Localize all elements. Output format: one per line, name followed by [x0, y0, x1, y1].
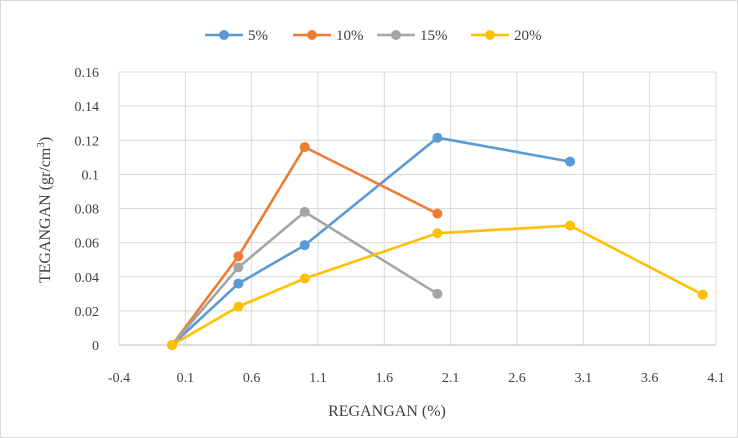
data-point	[233, 251, 244, 262]
data-point	[432, 208, 443, 219]
x-tick-label: 0.1	[177, 371, 195, 386]
x-tick-label: -0.4	[108, 371, 130, 386]
legend-marker	[485, 30, 495, 40]
y-tick-label: 0.14	[75, 100, 100, 115]
x-tick-labels: -0.4 0.1 0.6 1.1 1.6 2.1 2.6 3.1 3.6 4.1	[108, 371, 725, 386]
legend-marker	[307, 30, 317, 40]
x-tick-label: 4.1	[707, 371, 725, 386]
data-point	[233, 301, 244, 312]
legend-label: 20%	[514, 28, 542, 44]
data-point	[299, 142, 310, 153]
y-tick-labels: 0 0.02 0.04 0.06 0.08 0.1 0.12 0.14 0.16	[75, 66, 100, 354]
data-point	[565, 220, 576, 231]
data-point	[299, 273, 310, 284]
legend-entry: 20%	[471, 28, 542, 44]
legend-label: 15%	[420, 28, 448, 44]
series-line	[171, 210, 439, 346]
y-axis-title-main: TEGANGAN (gr/cm	[37, 147, 54, 283]
series-line	[171, 136, 571, 346]
y-tick-label: 0.16	[75, 66, 100, 81]
y-axis-title: TEGANGAN (gr/cm3)	[35, 137, 54, 283]
gridlines	[118, 71, 717, 346]
series-line	[171, 145, 438, 346]
x-tick-label: 3.6	[641, 371, 659, 386]
legend-label: 10%	[336, 28, 364, 44]
y-tick-label: 0	[92, 339, 99, 354]
y-axis-title-close: )	[37, 137, 54, 142]
series-3	[167, 206, 443, 350]
x-tick-label: 3.1	[575, 371, 593, 386]
legend-entry: 15%	[377, 28, 448, 44]
data-point	[299, 240, 310, 251]
series-4	[167, 220, 708, 350]
y-tick-label: 0.04	[75, 271, 100, 286]
y-tick-label: 0.12	[75, 134, 100, 149]
legend-label: 5%	[248, 28, 268, 44]
x-tick-label: 0.6	[243, 371, 261, 386]
y-tick-label: 0.1	[82, 168, 100, 183]
series	[167, 132, 708, 350]
data-point	[432, 228, 443, 239]
x-tick-label: 2.6	[508, 371, 526, 386]
data-point	[565, 156, 576, 167]
legend-entry: 10%	[293, 28, 364, 44]
x-tick-label: 2.1	[442, 371, 460, 386]
x-tick-label: 1.6	[376, 371, 394, 386]
series-1	[167, 132, 576, 350]
legend-entry: 5%	[205, 28, 268, 44]
legend: 5% 10% 15% 20%	[205, 28, 542, 44]
data-point	[233, 278, 244, 289]
y-axis-title-sup: 3	[35, 142, 47, 148]
legend-marker	[219, 30, 229, 40]
data-point	[299, 206, 310, 217]
data-point	[167, 340, 178, 350]
data-point	[233, 262, 244, 273]
y-tick-label: 0.08	[75, 203, 100, 218]
series-2	[167, 142, 443, 350]
y-tick-label: 0.02	[75, 305, 100, 320]
x-tick-label: 1.1	[309, 371, 327, 386]
x-axis-title: REGANGAN (%)	[328, 403, 446, 420]
series-line	[171, 224, 704, 347]
data-point	[697, 289, 708, 300]
legend-marker	[391, 30, 401, 40]
data-point	[432, 132, 443, 143]
y-tick-label: 0.06	[75, 237, 100, 252]
data-point	[432, 288, 443, 299]
